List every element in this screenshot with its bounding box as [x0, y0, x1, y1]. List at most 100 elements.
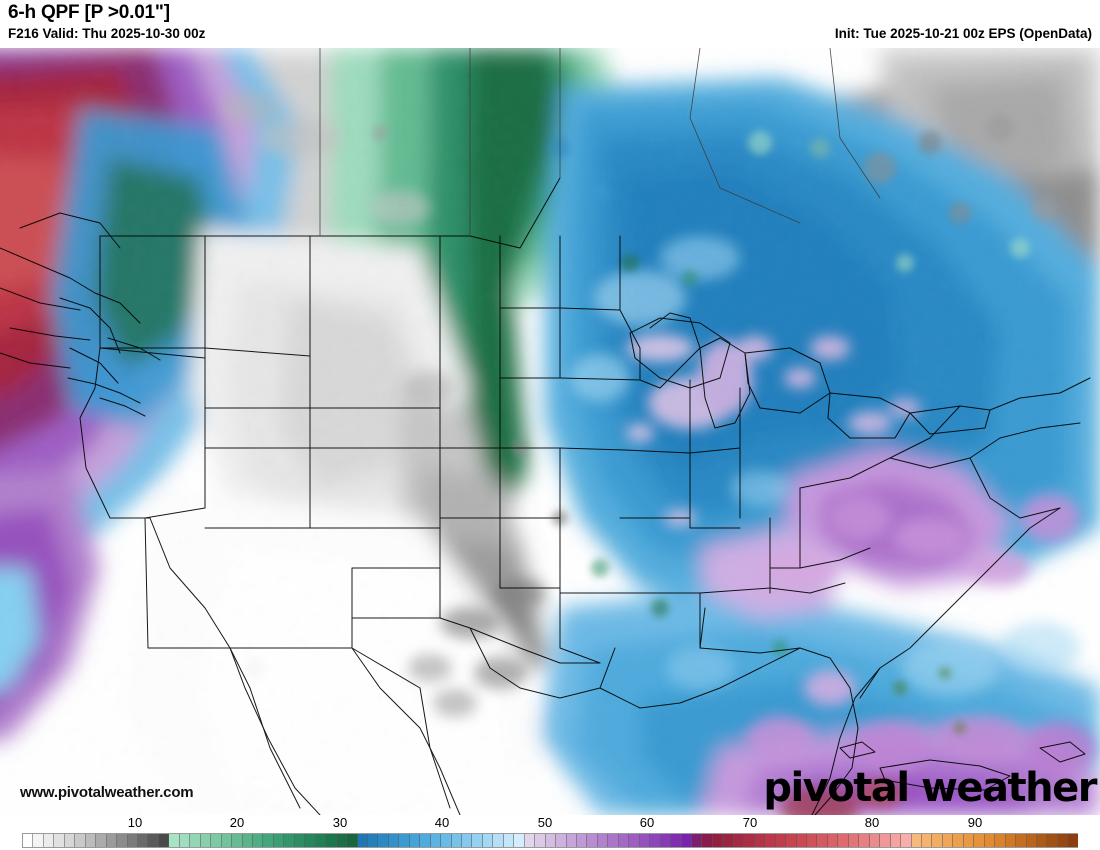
colorbar-cell: [786, 834, 797, 847]
colorbar-cell: [577, 834, 588, 847]
colorbar-cell: [827, 834, 839, 847]
colorbar-cell: [974, 834, 985, 847]
colorbar-cell: [995, 834, 1006, 847]
colorbar-cell: [430, 834, 442, 847]
colorbar-cell: [911, 834, 922, 847]
colorbar-cell: [242, 834, 253, 847]
map-raster: [0, 48, 1100, 815]
colorbar-cell: [441, 834, 452, 847]
colorbar-cell: [33, 834, 44, 847]
colorbar-cell: [921, 834, 933, 847]
colorbar-cell: [451, 834, 463, 847]
colorbar-tick: 50: [537, 815, 553, 830]
valid-time-label: F216 Valid: Thu 2025-10-30 00z: [8, 26, 206, 41]
colorbar-cell: [618, 834, 630, 847]
colorbar-cell: [963, 834, 975, 847]
colorbar-cell: [169, 834, 180, 847]
colorbar-cell: [190, 834, 201, 847]
colorbar-cell: [399, 834, 410, 847]
colorbar-cell: [200, 834, 212, 847]
colorbar-tick: 30: [332, 815, 348, 830]
political-boundaries: [0, 48, 1091, 815]
colorbar-cell: [378, 834, 389, 847]
colorbar-cell: [305, 834, 316, 847]
colorbar-cell: [96, 834, 107, 847]
colorbar-cell: [137, 834, 149, 847]
colorbar-cell: [232, 834, 243, 847]
colorbar-cell: [273, 834, 285, 847]
colorbar-cell: [127, 834, 138, 847]
init-time-label: Init: Tue 2025-10-21 00z EPS (OpenData): [834, 26, 1092, 41]
colorbar-cell: [639, 834, 651, 847]
colorbar-tick: 20: [229, 815, 245, 830]
colorbar-cell: [1057, 834, 1069, 847]
colorbar-cell: [942, 834, 954, 847]
colorbar-cell: [462, 834, 473, 847]
map-header: 6-h QPF [P >0.01"] F216 Valid: Thu 2025-…: [0, 0, 1100, 48]
colorbar-cell: [357, 834, 368, 847]
colorbar-cell: [1005, 834, 1017, 847]
colorbar-tick-labels: 10 20 30 40 50 60 70 80 90: [0, 815, 1100, 832]
colorbar-tick: 40: [434, 815, 450, 830]
colorbar-gradient-strip: [22, 833, 1078, 848]
colorbar-cell: [347, 834, 358, 847]
site-url-watermark: www.pivotalweather.com: [20, 784, 194, 801]
colorbar-cell: [294, 834, 306, 847]
colorbar-cell: [681, 834, 692, 847]
colorbar-cell: [54, 834, 65, 847]
colorbar-cell: [796, 834, 807, 847]
colorbar-cell: [712, 834, 724, 847]
colorbar-cell: [806, 834, 818, 847]
colorbar-cell: [326, 834, 337, 847]
colorbar-cell: [1016, 834, 1027, 847]
colorbar-cell: [545, 834, 557, 847]
colorbar-cell: [754, 834, 766, 847]
colorbar-cell: [608, 834, 619, 847]
colorbar-tick: 90: [967, 815, 983, 830]
colorbar-cell: [514, 834, 525, 847]
colorbar-cell: [880, 834, 891, 847]
colorbar-cell: [848, 834, 860, 847]
colorbar-cell: [106, 834, 118, 847]
colorbar-cell: [984, 834, 996, 847]
colorbar-cell: [148, 834, 159, 847]
colorbar-cell: [702, 834, 713, 847]
colorbar-cell: [817, 834, 828, 847]
colorbar-cell: [1026, 834, 1037, 847]
colorbar-cell: [890, 834, 902, 847]
colorbar-cell: [650, 834, 661, 847]
colorbar-cell: [859, 834, 870, 847]
colorbar-cell: [284, 834, 295, 847]
colorbar-cell: [597, 834, 609, 847]
colorbar-cell: [524, 834, 536, 847]
colorbar-cell: [660, 834, 672, 847]
colorbar-cell: [420, 834, 431, 847]
colorbar-tick: 10: [127, 815, 143, 830]
colorbar-cell: [733, 834, 745, 847]
colorbar-cell: [211, 834, 222, 847]
colorbar-cell: [1036, 834, 1048, 847]
colorbar-cell: [493, 834, 504, 847]
brand-logo-watermark: pivotal weather: [763, 765, 1097, 811]
colorbar-cell: [158, 834, 170, 847]
colorbar-cell: [901, 834, 912, 847]
colorbar-cell: [535, 834, 546, 847]
colorbar-cell: [85, 834, 97, 847]
colorbar-cell: [744, 834, 755, 847]
colorbar-cell: [43, 834, 55, 847]
colorbar-tick: 60: [639, 815, 655, 830]
map-canvas[interactable]: www.pivotalweather.com pivotal weather: [0, 48, 1100, 815]
colorbar-cell: [23, 834, 34, 847]
colorbar-cell: [869, 834, 881, 847]
colorbar: 10 20 30 40 50 60 70 80 90: [0, 815, 1100, 850]
colorbar-cell: [221, 834, 233, 847]
colorbar-cell: [932, 834, 943, 847]
colorbar-cell: [179, 834, 191, 847]
colorbar-cell: [367, 834, 379, 847]
colorbar-cell: [336, 834, 348, 847]
colorbar-cell: [315, 834, 327, 847]
colorbar-cell: [409, 834, 421, 847]
page-title: 6-h QPF [P >0.01"]: [8, 2, 170, 23]
colorbar-cell: [953, 834, 964, 847]
colorbar-cell: [629, 834, 640, 847]
